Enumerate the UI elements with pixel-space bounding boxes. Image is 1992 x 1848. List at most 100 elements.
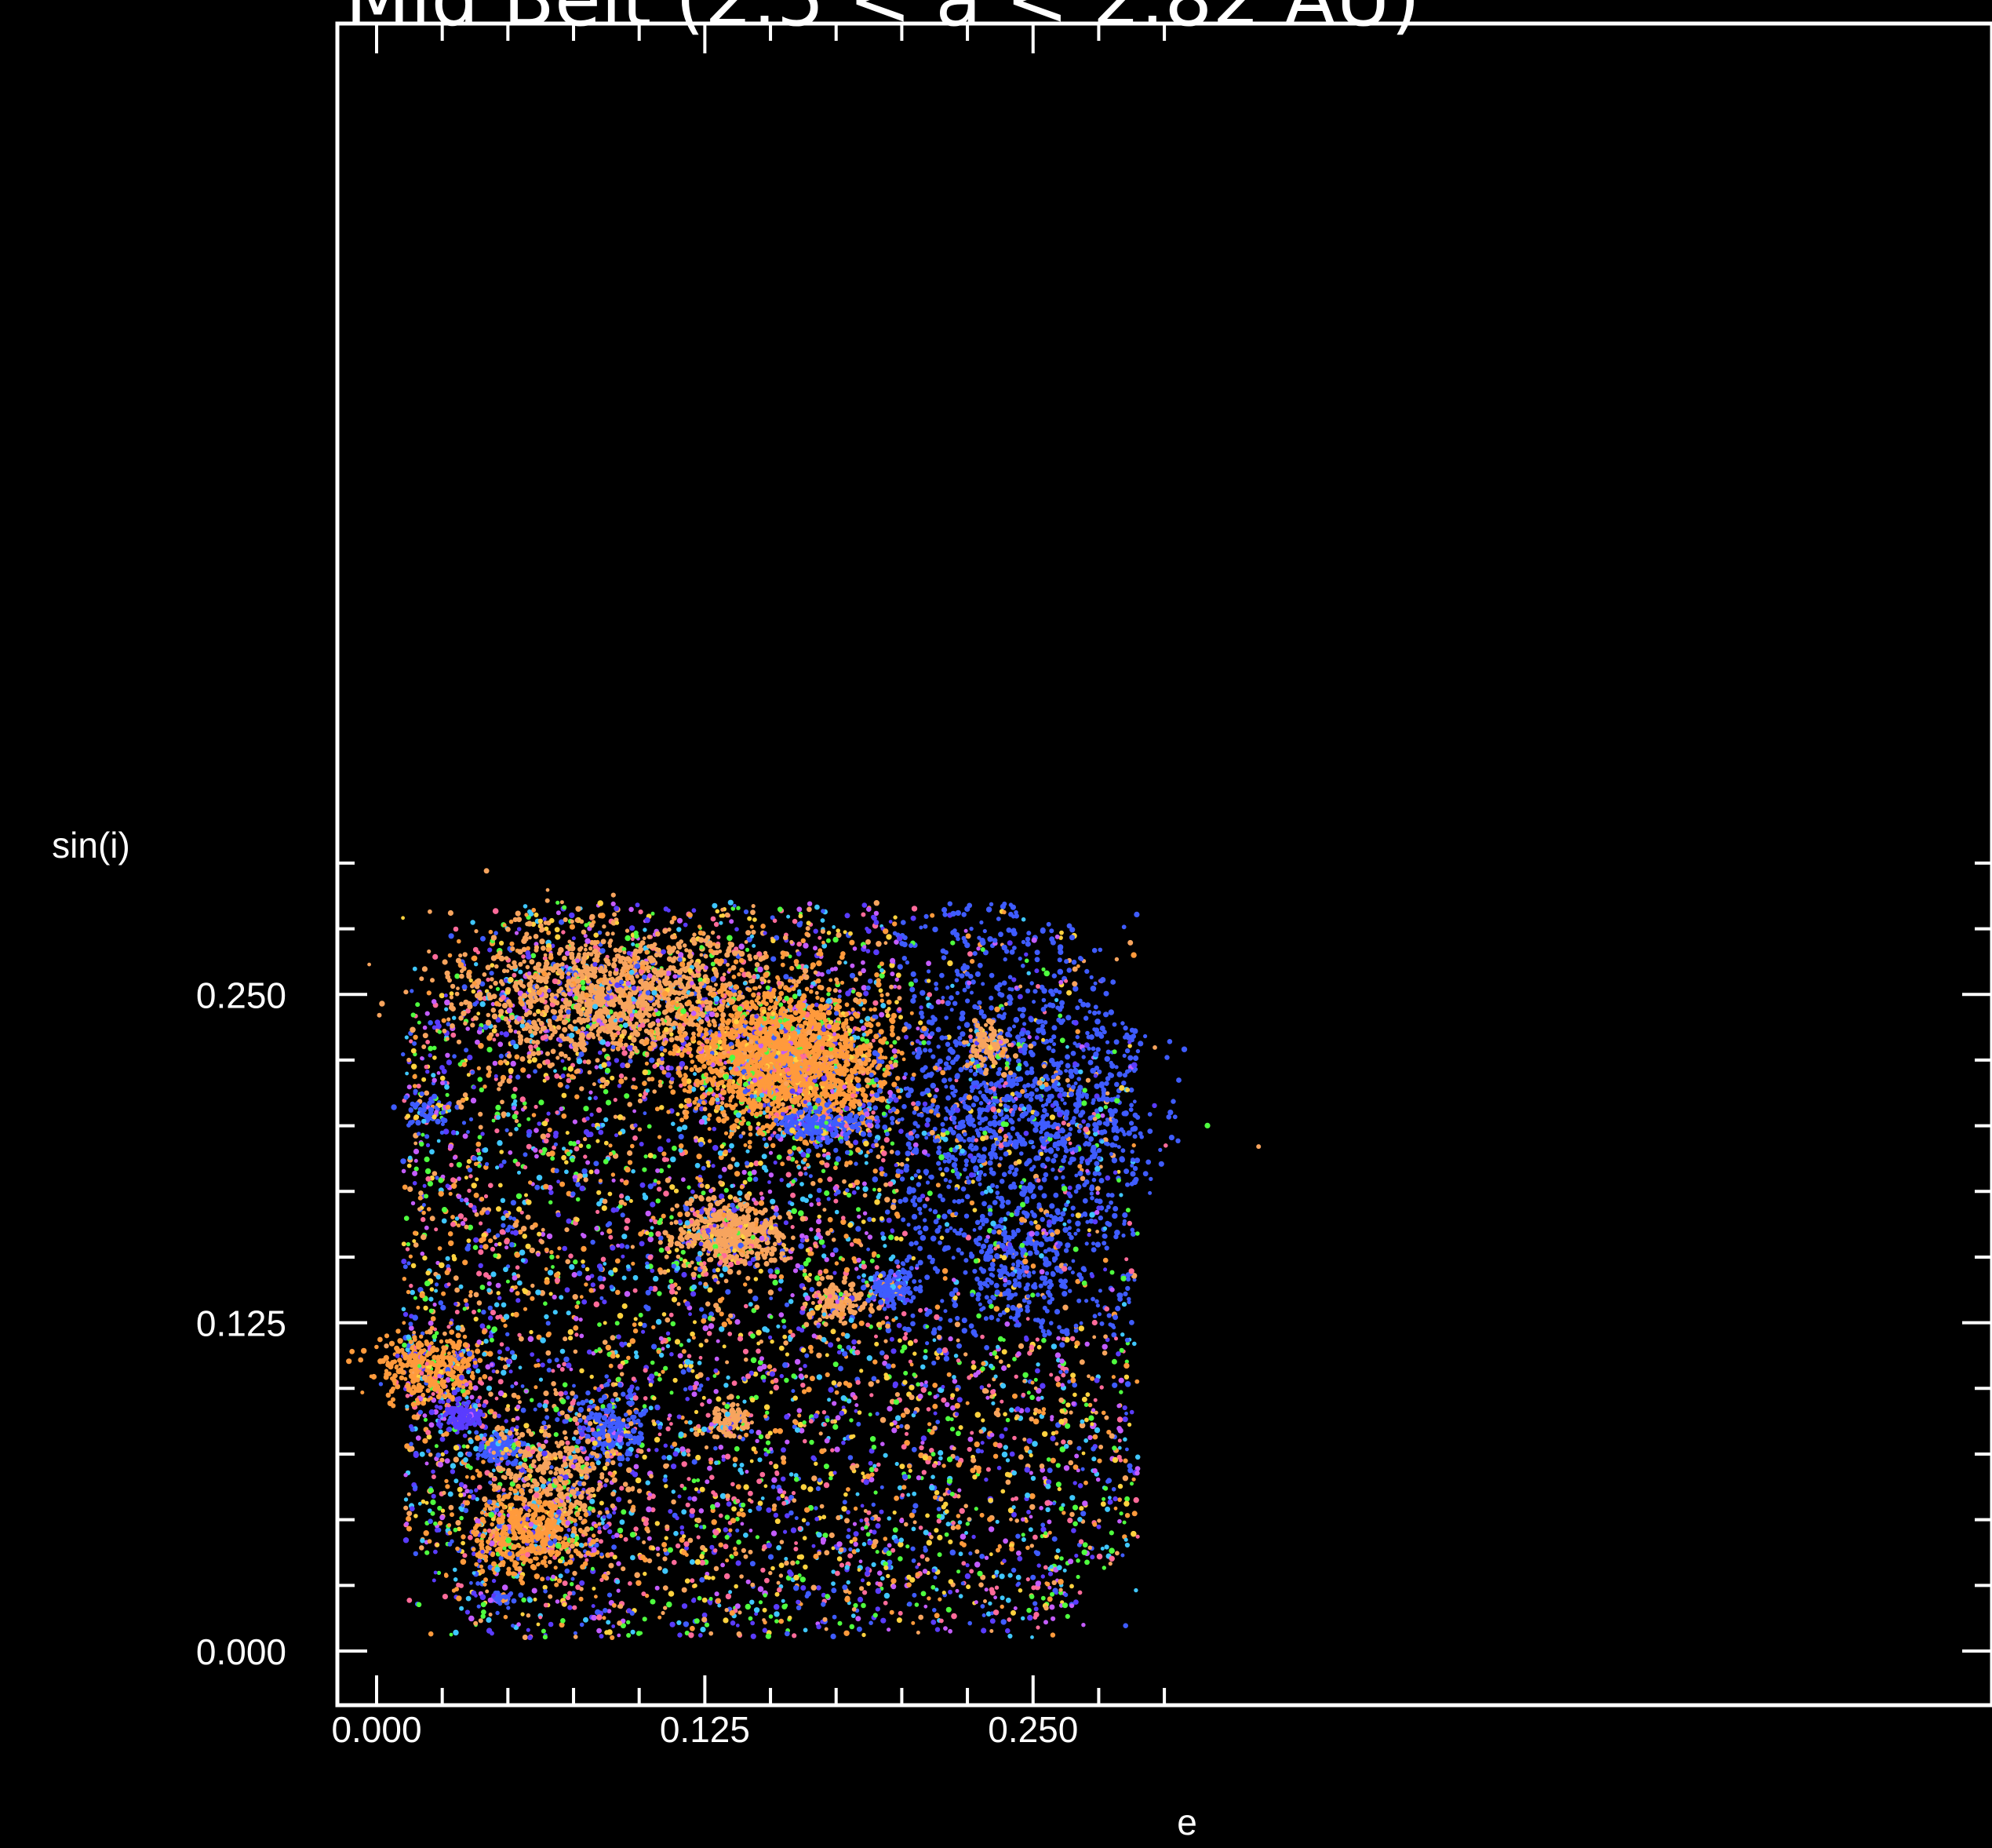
- data-point: [776, 1496, 781, 1501]
- data-point: [1068, 1127, 1073, 1132]
- data-point: [994, 1585, 1000, 1590]
- data-point: [834, 1261, 839, 1266]
- data-point: [945, 985, 950, 990]
- data-point: [850, 963, 855, 968]
- data-point: [929, 1004, 934, 1010]
- data-point: [1059, 1004, 1065, 1009]
- data-point: [1084, 1559, 1090, 1566]
- data-point: [525, 1214, 531, 1220]
- data-point: [705, 1376, 710, 1381]
- data-point: [486, 1228, 492, 1234]
- data-point: [884, 1197, 890, 1203]
- data-point: [607, 1529, 613, 1535]
- data-point: [501, 1584, 508, 1591]
- data-point: [896, 1617, 902, 1624]
- data-point: [1041, 967, 1046, 971]
- data-point: [1113, 1506, 1118, 1511]
- data-point: [675, 1543, 681, 1549]
- data-point: [1122, 1405, 1127, 1411]
- data-point: [788, 1329, 793, 1334]
- data-point: [483, 1244, 489, 1250]
- data-point: [1026, 1391, 1031, 1395]
- data-point: [604, 1067, 611, 1073]
- data-point: [426, 1449, 431, 1453]
- data-point: [956, 1343, 962, 1349]
- data-point: [585, 1390, 591, 1396]
- data-point: [966, 1584, 971, 1590]
- data-point: [1069, 1584, 1074, 1589]
- data-point: [1097, 1518, 1102, 1523]
- data-point: [1051, 1431, 1056, 1436]
- data-point: [974, 1507, 978, 1511]
- data-point: [786, 1183, 792, 1188]
- data-point: [1031, 937, 1037, 943]
- data-point: [965, 933, 971, 939]
- data-point: [448, 1143, 453, 1150]
- data-point: [935, 1355, 941, 1361]
- data-point: [499, 940, 504, 946]
- data-point: [904, 1423, 910, 1430]
- data-point: [945, 1055, 952, 1061]
- data-point: [864, 1161, 869, 1165]
- data-point: [606, 1620, 611, 1625]
- data-point: [645, 1261, 650, 1266]
- data-point: [639, 1631, 643, 1635]
- data-point: [1098, 1178, 1105, 1183]
- data-point: [623, 1536, 628, 1542]
- data-point: [425, 1270, 431, 1276]
- data-point: [1018, 1454, 1024, 1460]
- data-point: [1124, 1381, 1131, 1387]
- data-point: [600, 1122, 606, 1128]
- data-point: [947, 1208, 952, 1215]
- data-point: [862, 1211, 868, 1216]
- data-point: [859, 1243, 864, 1248]
- data-point: [544, 1278, 550, 1285]
- data-point: [606, 1592, 613, 1598]
- data-point: [1000, 1595, 1005, 1601]
- data-point: [628, 1059, 633, 1064]
- data-point: [1047, 1571, 1054, 1576]
- data-point: [676, 1112, 680, 1117]
- data-point: [406, 1515, 412, 1522]
- data-point: [752, 1176, 759, 1183]
- data-point: [1029, 1471, 1033, 1475]
- data-point: [594, 1226, 599, 1231]
- data-point: [463, 1021, 468, 1026]
- data-point: [486, 1385, 493, 1391]
- data-point: [750, 1357, 757, 1364]
- data-point: [768, 1614, 774, 1619]
- data-point: [964, 1194, 971, 1200]
- data-point: [424, 1090, 430, 1096]
- data-point: [820, 928, 825, 934]
- data-point: [690, 1260, 694, 1265]
- data-point: [872, 1000, 879, 1006]
- data-point: [776, 1545, 781, 1551]
- data-point: [1122, 1221, 1127, 1227]
- data-point: [988, 1497, 993, 1504]
- data-point: [621, 1566, 626, 1572]
- data-point: [944, 1106, 949, 1110]
- data-point: [883, 941, 888, 946]
- data-point: [410, 1263, 417, 1269]
- data-point: [662, 1477, 668, 1483]
- data-point: [693, 1072, 697, 1077]
- data-point: [886, 1550, 892, 1556]
- data-point: [865, 1566, 870, 1572]
- data-point: [648, 1383, 654, 1387]
- data-point: [536, 1363, 541, 1368]
- data-point: [711, 1164, 716, 1168]
- data-point: [760, 1567, 766, 1573]
- data-point: [712, 1126, 717, 1132]
- data-point: [926, 960, 931, 967]
- data-point: [412, 966, 417, 971]
- data-point: [643, 1194, 649, 1201]
- data-point: [555, 1110, 559, 1115]
- data-point: [932, 1383, 938, 1388]
- data-point: [865, 1532, 871, 1537]
- data-point: [439, 1075, 446, 1081]
- data-point: [423, 1305, 428, 1311]
- data-point: [670, 1156, 676, 1163]
- data-point: [866, 1581, 871, 1586]
- data-point: [802, 968, 809, 975]
- data-point: [1021, 1533, 1025, 1537]
